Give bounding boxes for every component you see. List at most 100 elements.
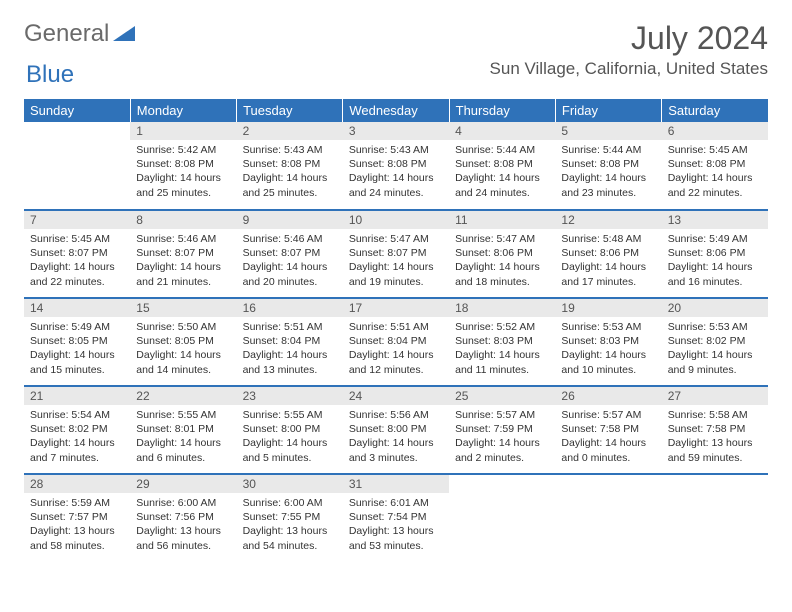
- calendar-day-cell: 5Sunrise: 5:44 AMSunset: 8:08 PMDaylight…: [555, 122, 661, 210]
- month-title: July 2024: [490, 20, 768, 57]
- calendar-day-cell: [24, 122, 130, 210]
- day-number: 17: [343, 299, 449, 317]
- calendar-day-cell: 25Sunrise: 5:57 AMSunset: 7:59 PMDayligh…: [449, 386, 555, 474]
- day-number: 22: [130, 387, 236, 405]
- day-info: Sunrise: 5:52 AMSunset: 8:03 PMDaylight:…: [449, 317, 555, 381]
- day-info: Sunrise: 6:00 AMSunset: 7:56 PMDaylight:…: [130, 493, 236, 557]
- calendar-day-cell: 16Sunrise: 5:51 AMSunset: 8:04 PMDayligh…: [237, 298, 343, 386]
- day-number: 28: [24, 475, 130, 493]
- day-info: Sunrise: 5:49 AMSunset: 8:05 PMDaylight:…: [24, 317, 130, 381]
- day-info: Sunrise: 5:56 AMSunset: 8:00 PMDaylight:…: [343, 405, 449, 469]
- calendar-day-cell: 27Sunrise: 5:58 AMSunset: 7:58 PMDayligh…: [662, 386, 768, 474]
- day-info: Sunrise: 5:55 AMSunset: 8:00 PMDaylight:…: [237, 405, 343, 469]
- calendar-head: SundayMondayTuesdayWednesdayThursdayFrid…: [24, 99, 768, 122]
- calendar-day-cell: 3Sunrise: 5:43 AMSunset: 8:08 PMDaylight…: [343, 122, 449, 210]
- calendar-day-cell: 12Sunrise: 5:48 AMSunset: 8:06 PMDayligh…: [555, 210, 661, 298]
- calendar-day-cell: 7Sunrise: 5:45 AMSunset: 8:07 PMDaylight…: [24, 210, 130, 298]
- day-info: Sunrise: 5:46 AMSunset: 8:07 PMDaylight:…: [130, 229, 236, 293]
- calendar-day-cell: 30Sunrise: 6:00 AMSunset: 7:55 PMDayligh…: [237, 474, 343, 562]
- day-info: Sunrise: 5:57 AMSunset: 7:58 PMDaylight:…: [555, 405, 661, 469]
- day-number: 9: [237, 211, 343, 229]
- day-number: 16: [237, 299, 343, 317]
- day-number: 21: [24, 387, 130, 405]
- day-number: 6: [662, 122, 768, 140]
- calendar-day-cell: 1Sunrise: 5:42 AMSunset: 8:08 PMDaylight…: [130, 122, 236, 210]
- calendar-day-cell: 15Sunrise: 5:50 AMSunset: 8:05 PMDayligh…: [130, 298, 236, 386]
- location-text: Sun Village, California, United States: [490, 59, 768, 79]
- day-number: 19: [555, 299, 661, 317]
- calendar-day-cell: [662, 474, 768, 562]
- calendar-day-cell: 20Sunrise: 5:53 AMSunset: 8:02 PMDayligh…: [662, 298, 768, 386]
- day-number: 18: [449, 299, 555, 317]
- calendar-day-cell: 28Sunrise: 5:59 AMSunset: 7:57 PMDayligh…: [24, 474, 130, 562]
- calendar-week-row: 1Sunrise: 5:42 AMSunset: 8:08 PMDaylight…: [24, 122, 768, 210]
- day-number: 20: [662, 299, 768, 317]
- day-number: 11: [449, 211, 555, 229]
- calendar-day-cell: 2Sunrise: 5:43 AMSunset: 8:08 PMDaylight…: [237, 122, 343, 210]
- calendar-day-cell: 9Sunrise: 5:46 AMSunset: 8:07 PMDaylight…: [237, 210, 343, 298]
- weekday-header: Sunday: [24, 99, 130, 122]
- weekday-header: Wednesday: [343, 99, 449, 122]
- day-number: 15: [130, 299, 236, 317]
- day-info: Sunrise: 5:47 AMSunset: 8:06 PMDaylight:…: [449, 229, 555, 293]
- day-info: Sunrise: 5:45 AMSunset: 8:08 PMDaylight:…: [662, 140, 768, 204]
- day-info: Sunrise: 5:49 AMSunset: 8:06 PMDaylight:…: [662, 229, 768, 293]
- calendar-week-row: 21Sunrise: 5:54 AMSunset: 8:02 PMDayligh…: [24, 386, 768, 474]
- day-number: 27: [662, 387, 768, 405]
- day-info: Sunrise: 5:53 AMSunset: 8:02 PMDaylight:…: [662, 317, 768, 381]
- day-number: 10: [343, 211, 449, 229]
- day-info: Sunrise: 5:58 AMSunset: 7:58 PMDaylight:…: [662, 405, 768, 469]
- title-block: July 2024 Sun Village, California, Unite…: [490, 20, 768, 79]
- day-number: 4: [449, 122, 555, 140]
- calendar-day-cell: 14Sunrise: 5:49 AMSunset: 8:05 PMDayligh…: [24, 298, 130, 386]
- day-info: Sunrise: 5:51 AMSunset: 8:04 PMDaylight:…: [237, 317, 343, 381]
- calendar-day-cell: 4Sunrise: 5:44 AMSunset: 8:08 PMDaylight…: [449, 122, 555, 210]
- day-info: Sunrise: 5:45 AMSunset: 8:07 PMDaylight:…: [24, 229, 130, 293]
- day-number: 23: [237, 387, 343, 405]
- day-info: Sunrise: 5:54 AMSunset: 8:02 PMDaylight:…: [24, 405, 130, 469]
- day-number: 26: [555, 387, 661, 405]
- calendar-day-cell: 21Sunrise: 5:54 AMSunset: 8:02 PMDayligh…: [24, 386, 130, 474]
- day-info: Sunrise: 5:50 AMSunset: 8:05 PMDaylight:…: [130, 317, 236, 381]
- calendar-day-cell: 23Sunrise: 5:55 AMSunset: 8:00 PMDayligh…: [237, 386, 343, 474]
- day-number: 29: [130, 475, 236, 493]
- day-info: Sunrise: 5:47 AMSunset: 8:07 PMDaylight:…: [343, 229, 449, 293]
- calendar-day-cell: 8Sunrise: 5:46 AMSunset: 8:07 PMDaylight…: [130, 210, 236, 298]
- day-info: Sunrise: 5:55 AMSunset: 8:01 PMDaylight:…: [130, 405, 236, 469]
- day-info: Sunrise: 5:48 AMSunset: 8:06 PMDaylight:…: [555, 229, 661, 293]
- day-info: Sunrise: 5:57 AMSunset: 7:59 PMDaylight:…: [449, 405, 555, 469]
- calendar-day-cell: 13Sunrise: 5:49 AMSunset: 8:06 PMDayligh…: [662, 210, 768, 298]
- weekday-header: Monday: [130, 99, 236, 122]
- weekday-header: Tuesday: [237, 99, 343, 122]
- calendar-week-row: 7Sunrise: 5:45 AMSunset: 8:07 PMDaylight…: [24, 210, 768, 298]
- weekday-header: Thursday: [449, 99, 555, 122]
- day-info: Sunrise: 5:44 AMSunset: 8:08 PMDaylight:…: [449, 140, 555, 204]
- day-info: Sunrise: 6:01 AMSunset: 7:54 PMDaylight:…: [343, 493, 449, 557]
- calendar-day-cell: 26Sunrise: 5:57 AMSunset: 7:58 PMDayligh…: [555, 386, 661, 474]
- day-info: Sunrise: 5:44 AMSunset: 8:08 PMDaylight:…: [555, 140, 661, 204]
- calendar-day-cell: 31Sunrise: 6:01 AMSunset: 7:54 PMDayligh…: [343, 474, 449, 562]
- day-number: 25: [449, 387, 555, 405]
- calendar-day-cell: 10Sunrise: 5:47 AMSunset: 8:07 PMDayligh…: [343, 210, 449, 298]
- day-number: 2: [237, 122, 343, 140]
- calendar-day-cell: 22Sunrise: 5:55 AMSunset: 8:01 PMDayligh…: [130, 386, 236, 474]
- calendar-table: SundayMondayTuesdayWednesdayThursdayFrid…: [24, 99, 768, 562]
- logo-text-general: General: [24, 20, 109, 48]
- day-info: Sunrise: 5:42 AMSunset: 8:08 PMDaylight:…: [130, 140, 236, 204]
- calendar-week-row: 14Sunrise: 5:49 AMSunset: 8:05 PMDayligh…: [24, 298, 768, 386]
- calendar-day-cell: 17Sunrise: 5:51 AMSunset: 8:04 PMDayligh…: [343, 298, 449, 386]
- day-info: Sunrise: 5:53 AMSunset: 8:03 PMDaylight:…: [555, 317, 661, 381]
- day-number: 30: [237, 475, 343, 493]
- weekday-header: Friday: [555, 99, 661, 122]
- day-number: 3: [343, 122, 449, 140]
- day-number: 14: [24, 299, 130, 317]
- day-info: Sunrise: 5:59 AMSunset: 7:57 PMDaylight:…: [24, 493, 130, 557]
- day-number: 5: [555, 122, 661, 140]
- logo-triangle-icon: [113, 20, 135, 48]
- calendar-day-cell: 29Sunrise: 6:00 AMSunset: 7:56 PMDayligh…: [130, 474, 236, 562]
- calendar-day-cell: 11Sunrise: 5:47 AMSunset: 8:06 PMDayligh…: [449, 210, 555, 298]
- day-number: 1: [130, 122, 236, 140]
- day-info: Sunrise: 5:51 AMSunset: 8:04 PMDaylight:…: [343, 317, 449, 381]
- day-number: 12: [555, 211, 661, 229]
- calendar-day-cell: 18Sunrise: 5:52 AMSunset: 8:03 PMDayligh…: [449, 298, 555, 386]
